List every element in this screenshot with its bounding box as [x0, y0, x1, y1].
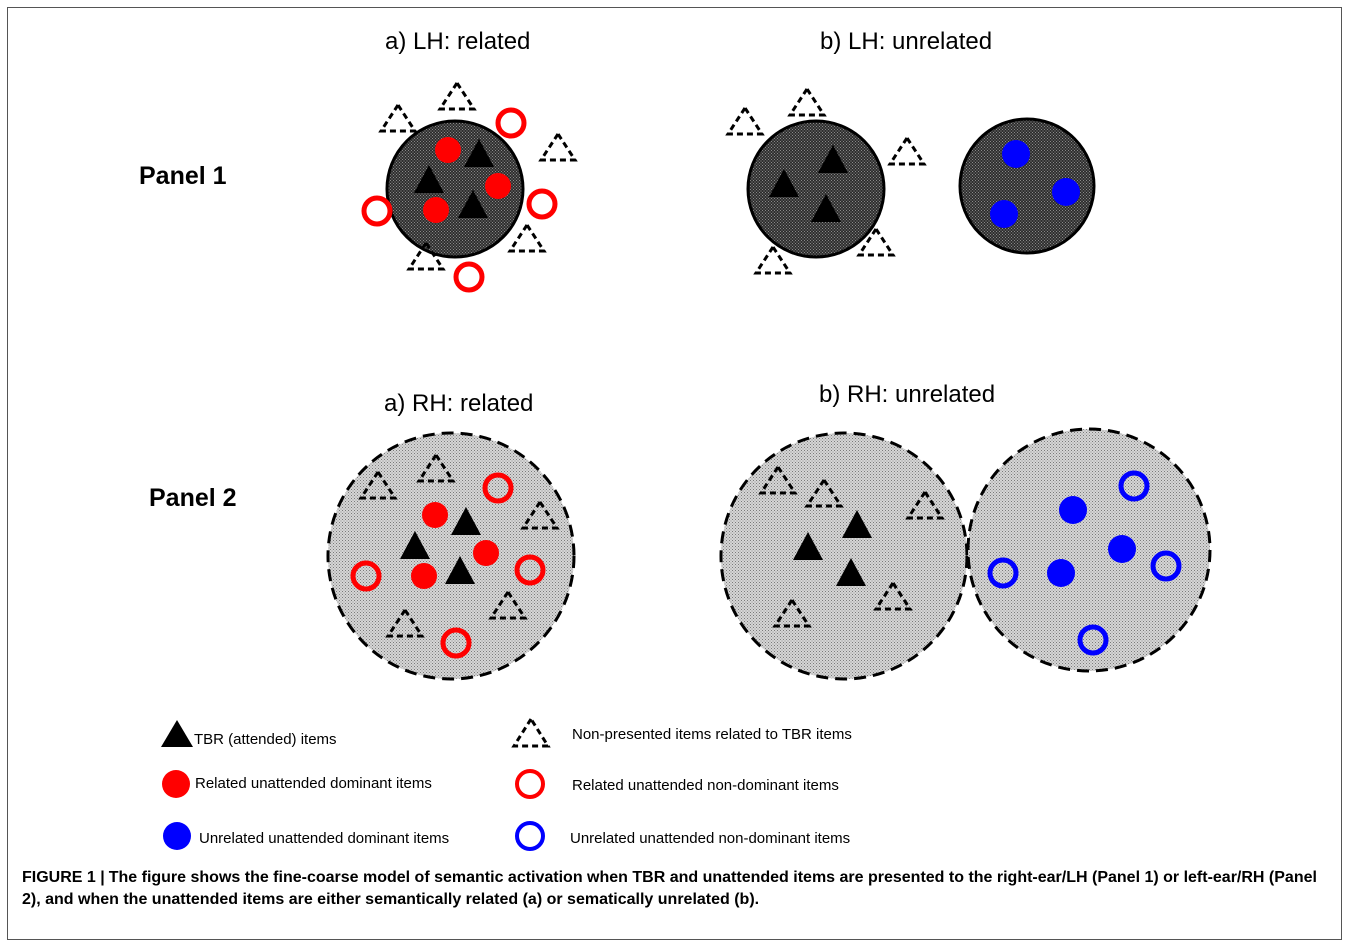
- non-presented-item: [538, 131, 578, 162]
- legend-related-nondominant-label: Related unattended non-dominant items: [572, 777, 839, 794]
- unrelated-dominant-item: [1108, 535, 1136, 563]
- legend-tbr-icon: [161, 720, 193, 747]
- unrelated-dominant-item: [1052, 178, 1080, 206]
- unrelated-dominant-item: [1002, 140, 1030, 168]
- tbr-item: [842, 510, 872, 538]
- legend-related-dominant-label: Related unattended dominant items: [195, 775, 432, 792]
- non-presented-item: [772, 597, 812, 628]
- legend-unrelated-dominant-icon: [163, 822, 191, 850]
- non-presented-item: [787, 86, 827, 117]
- unrelated-nondominant-item: [1150, 550, 1182, 582]
- title-rh-unrelated: b) RH: unrelated: [819, 381, 995, 408]
- legend-related-nondominant-icon: [515, 769, 545, 799]
- related-nondominant-item: [440, 627, 472, 659]
- non-presented-item: [437, 80, 477, 111]
- non-presented-item: [758, 464, 798, 495]
- title-rh-related: a) RH: related: [384, 390, 533, 417]
- tbr-item: [836, 558, 866, 586]
- tbr-item: [458, 190, 488, 218]
- legend-non-presented-label: Non-presented items related to TBR items: [572, 726, 852, 743]
- related-nondominant-item: [526, 188, 558, 220]
- rh-unrelated-tbr-field: [719, 431, 969, 681]
- legend-unrelated-nondominant-icon: [515, 821, 545, 851]
- related-nondominant-item: [514, 554, 546, 586]
- legend-unrelated-nondominant-label: Unrelated unattended non-dominant items: [570, 830, 850, 847]
- rh-related-field: [326, 431, 576, 681]
- non-presented-item: [887, 135, 927, 166]
- tbr-item: [811, 194, 841, 222]
- non-presented-item: [416, 452, 456, 483]
- non-presented-item: [520, 499, 560, 530]
- non-presented-item: [725, 105, 765, 136]
- non-presented-item: [385, 607, 425, 638]
- tbr-item: [400, 531, 430, 559]
- panel-1-label: Panel 1: [139, 162, 227, 190]
- lh-unrelated-tbr-field: [746, 119, 886, 259]
- rh-unrelated-distractor-field: [966, 427, 1212, 673]
- unrelated-nondominant-item: [987, 557, 1019, 589]
- related-dominant-item: [422, 502, 448, 528]
- related-dominant-item: [435, 137, 461, 163]
- title-lh-unrelated: b) LH: unrelated: [820, 28, 992, 55]
- non-presented-item: [488, 589, 528, 620]
- unrelated-nondominant-item: [1118, 470, 1150, 502]
- legend: TBR (attended) items Non-presented items…: [161, 716, 852, 851]
- non-presented-item: [905, 489, 945, 520]
- non-presented-item: [856, 226, 896, 257]
- related-dominant-item: [423, 197, 449, 223]
- non-presented-item: [406, 240, 446, 271]
- related-nondominant-item: [361, 195, 393, 227]
- tbr-item: [818, 145, 848, 173]
- non-presented-item: [804, 477, 844, 508]
- non-presented-item: [753, 244, 793, 275]
- non-presented-item: [507, 222, 547, 253]
- unrelated-dominant-item: [1059, 496, 1087, 524]
- related-nondominant-item: [350, 560, 382, 592]
- legend-tbr-label: TBR (attended) items: [194, 731, 337, 748]
- tbr-item: [414, 165, 444, 193]
- figure-caption: FIGURE 1 | The figure shows the fine-coar…: [22, 867, 1322, 911]
- tbr-item: [451, 507, 481, 535]
- unrelated-nondominant-item: [1077, 624, 1109, 656]
- tbr-item: [793, 532, 823, 560]
- unrelated-dominant-item: [990, 200, 1018, 228]
- tbr-item: [464, 139, 494, 167]
- related-nondominant-item: [482, 472, 514, 504]
- tbr-item: [769, 169, 799, 197]
- legend-related-dominant-icon: [162, 770, 190, 798]
- related-dominant-item: [485, 173, 511, 199]
- non-presented-item: [873, 580, 913, 611]
- caption-label: FIGURE 1 |: [22, 869, 105, 886]
- panel-2-label: Panel 2: [149, 484, 237, 512]
- title-lh-related: a) LH: related: [385, 28, 530, 55]
- related-nondominant-item: [495, 107, 527, 139]
- tbr-item: [445, 556, 475, 584]
- legend-non-presented-icon: [511, 716, 551, 748]
- related-nondominant-item: [453, 261, 485, 293]
- non-presented-item: [378, 102, 418, 133]
- unrelated-dominant-item: [1047, 559, 1075, 587]
- non-presented-item: [358, 469, 398, 500]
- legend-unrelated-dominant-label: Unrelated unattended dominant items: [199, 830, 449, 847]
- related-dominant-item: [411, 563, 437, 589]
- lh-related-field: [385, 119, 525, 259]
- related-dominant-item: [473, 540, 499, 566]
- caption-text: The figure shows the fine-coarse model o…: [22, 869, 1317, 908]
